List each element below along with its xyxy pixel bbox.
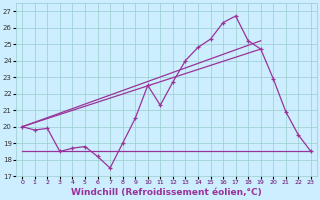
X-axis label: Windchill (Refroidissement éolien,°C): Windchill (Refroidissement éolien,°C) <box>71 188 262 197</box>
